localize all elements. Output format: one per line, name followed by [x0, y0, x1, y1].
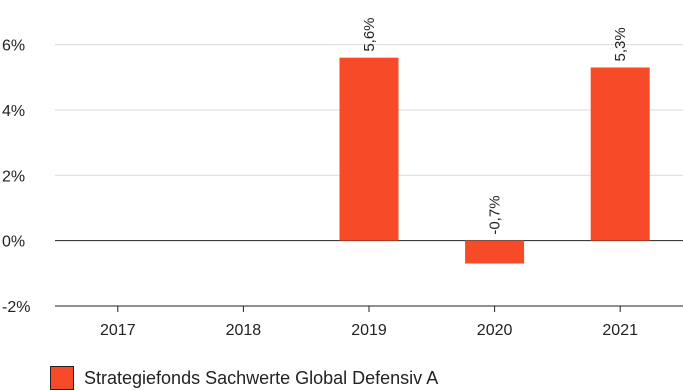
bar	[590, 67, 650, 241]
bar	[465, 240, 525, 264]
x-tick-label: 2019	[351, 322, 387, 339]
y-tick-label: 0%	[2, 234, 25, 251]
legend: Strategiefonds Sachwerte Global Defensiv…	[50, 366, 438, 390]
legend-label: Strategiefonds Sachwerte Global Defensiv…	[84, 367, 439, 388]
x-tick-label: 2017	[100, 322, 136, 339]
data-label: 5,3%	[612, 27, 629, 61]
bar	[339, 57, 399, 241]
x-tick-label: 2021	[602, 322, 638, 339]
y-tick-label: 6%	[2, 38, 25, 55]
x-tick-label: 2020	[477, 322, 513, 339]
y-tick-label: 4%	[2, 103, 25, 120]
legend-swatch	[50, 366, 74, 390]
y-tick-label: -2%	[2, 299, 30, 316]
data-label: 5,6%	[361, 17, 378, 51]
data-label: -0,7%	[487, 195, 504, 234]
x-tick-label: 2018	[226, 322, 262, 339]
y-tick-label: 2%	[2, 168, 25, 185]
